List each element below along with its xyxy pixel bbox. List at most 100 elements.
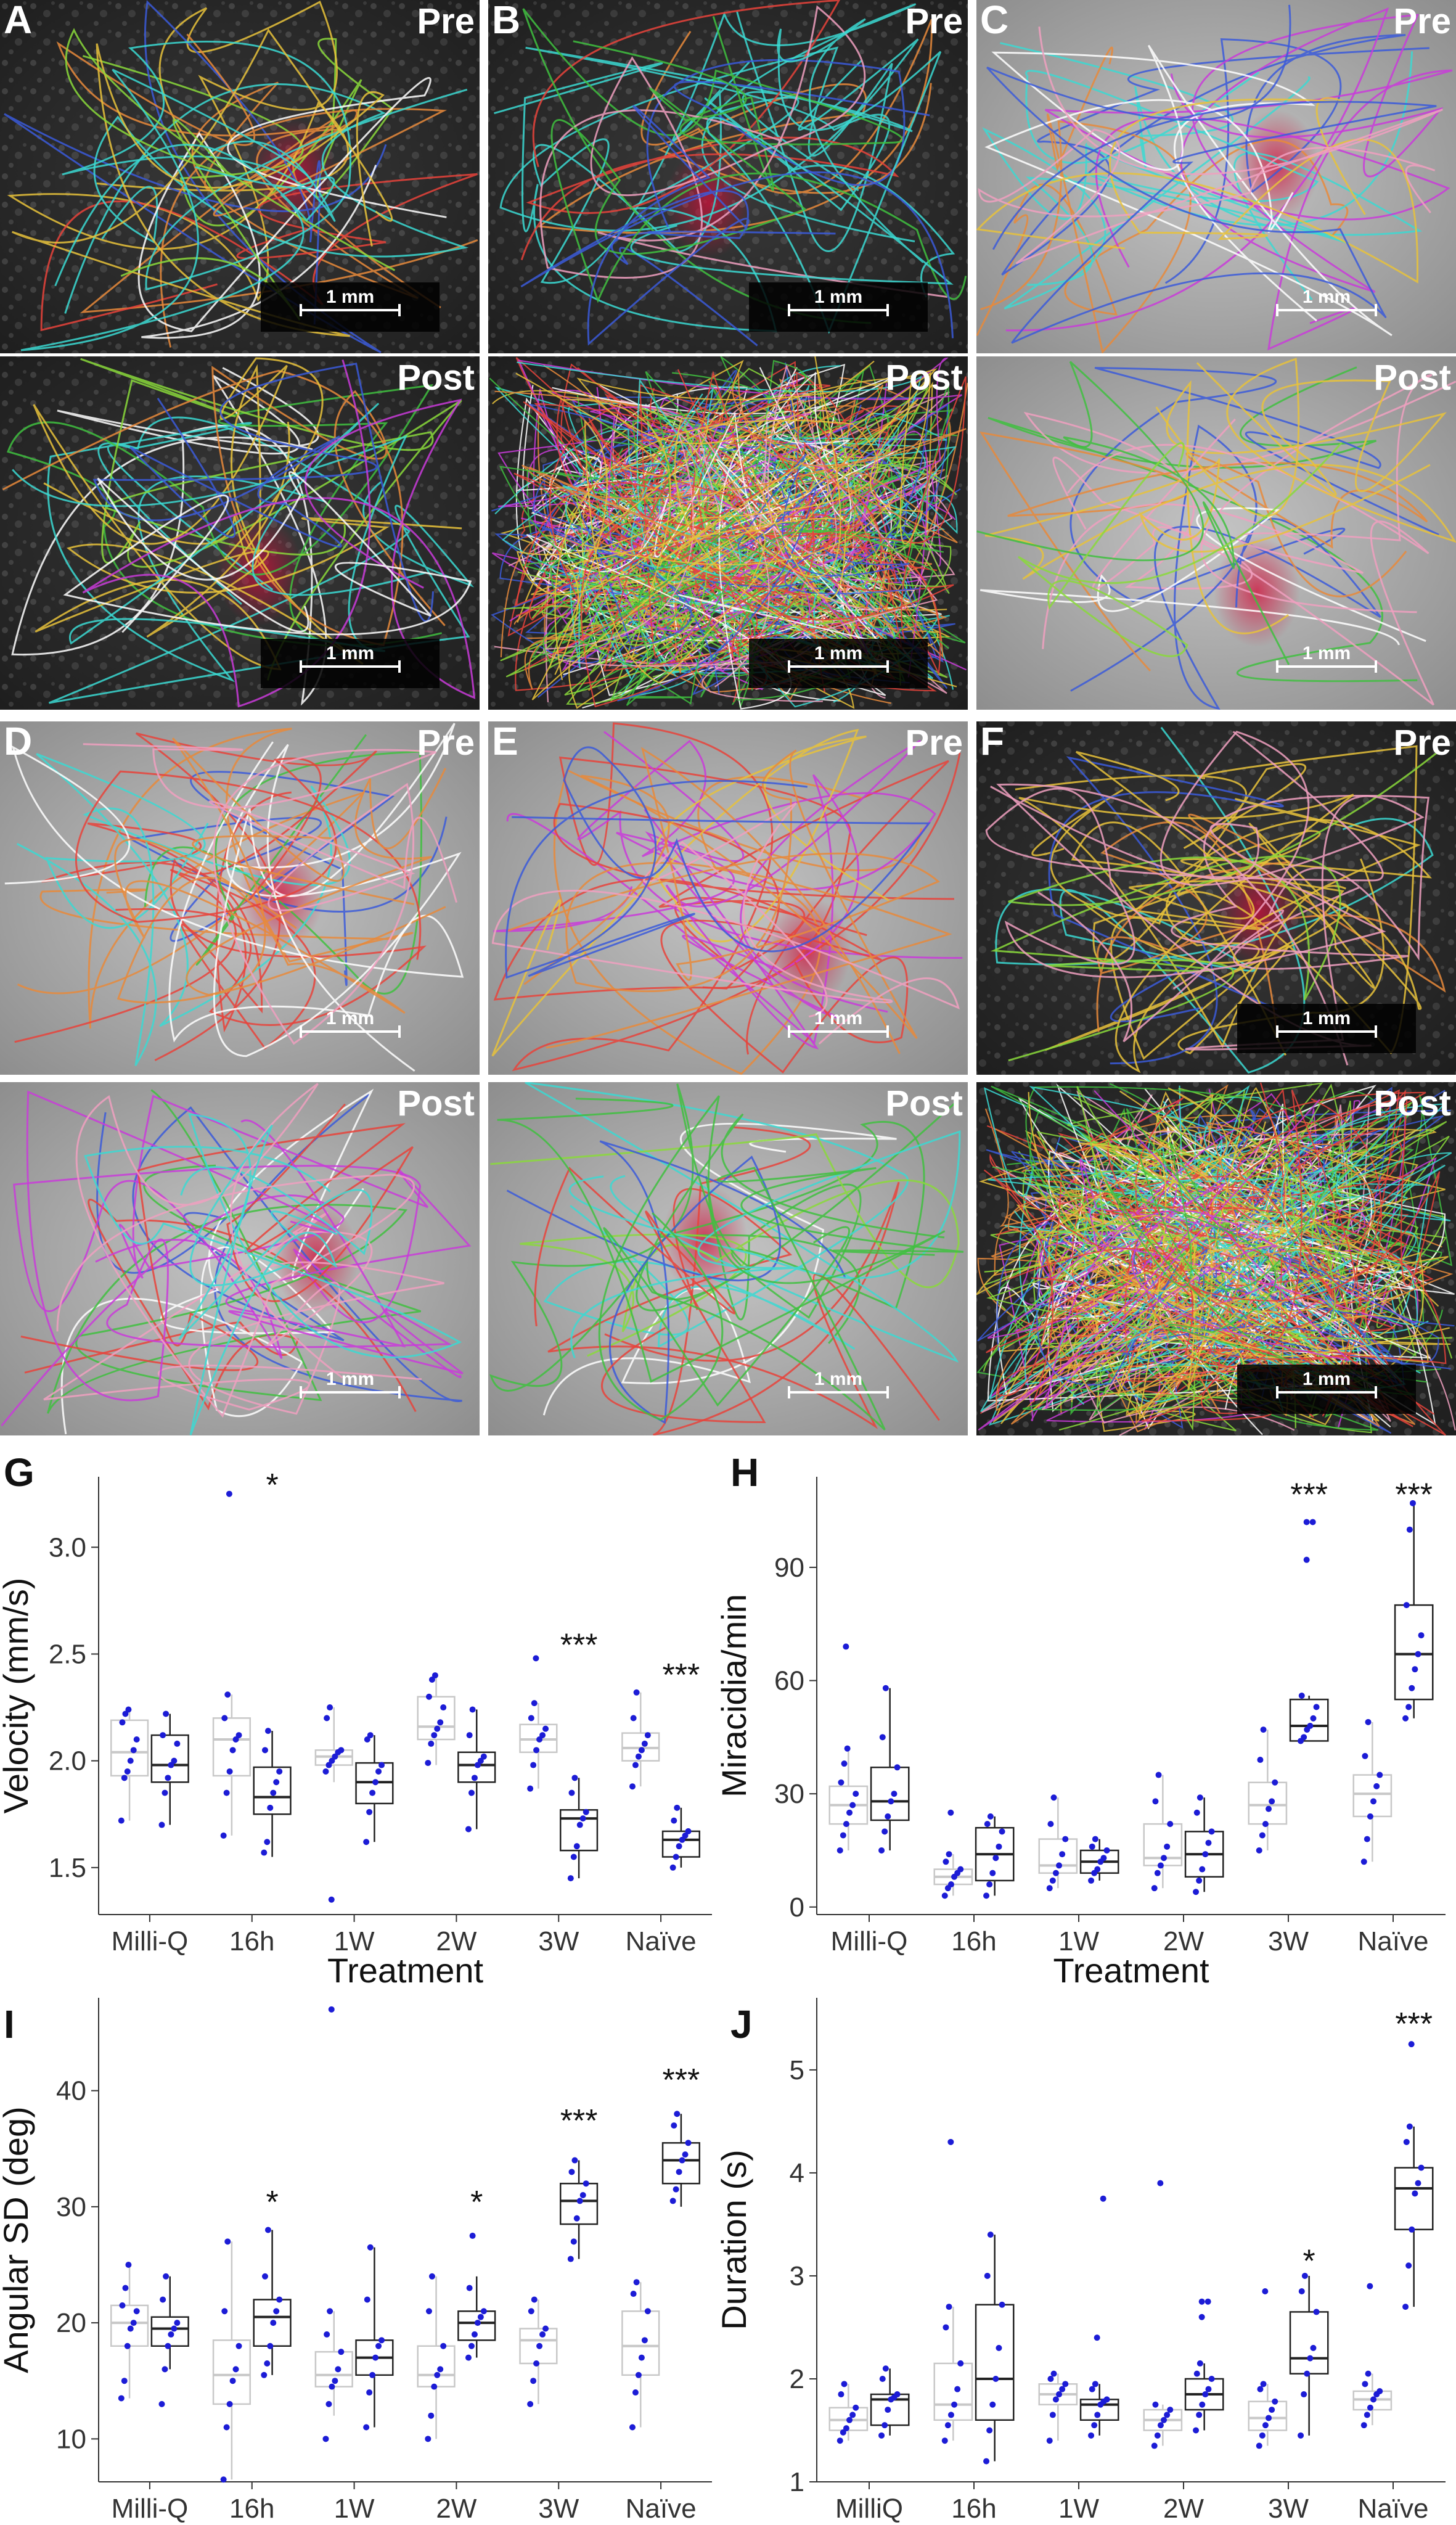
data-point [267,1804,274,1811]
data-point [477,1757,484,1764]
track-line [4,0,387,353]
data-point [1301,1734,1307,1741]
outlier-point [843,1643,849,1650]
box-pre-milliq [110,2261,149,2402]
data-point [679,1836,685,1843]
data-point [133,1736,140,1743]
data-point [431,1672,438,1679]
data-point [836,1847,843,1854]
data-point [171,1757,178,1764]
track-line [144,734,423,995]
data-point [425,2436,431,2442]
data-point [943,2324,949,2331]
x-tick-label: 3W [538,2494,579,2524]
data-point [372,1779,379,1786]
data-point [996,2344,1002,2351]
data-point [576,1821,583,1828]
track-line [506,1140,846,1424]
outlier-point [947,1809,954,1816]
data-point [364,1736,370,1743]
data-point [1152,1798,1159,1805]
data-point [984,1821,991,1828]
data-point [1092,2381,1098,2387]
outlier-point [1198,2314,1205,2320]
track-line [1042,374,1433,649]
y-tick-label: 20 [56,2308,86,2338]
data-point [669,2198,676,2204]
y-tick-label: 5 [790,2055,804,2085]
y-tick-label: 2 [790,2364,804,2394]
track-line [559,454,863,666]
data-point [1193,2370,1200,2377]
data-point [1199,2401,1206,2408]
track-line [992,1108,1415,1395]
data-point [579,1815,586,1822]
data-point [1103,2396,1110,2403]
data-point [1402,2304,1409,2310]
box-iqr [1289,1698,1329,1742]
track-line [20,1103,414,1371]
track-line [990,752,1438,1062]
data-point [477,2314,484,2320]
y-tick-label: 30 [56,2192,86,2222]
x-tick-label: Milli-Q [112,2494,189,2524]
significance-mark: *** [560,2103,598,2139]
box-iqr [1352,1774,1393,1818]
track-line [40,173,478,332]
box-pre-1w [1038,1794,1078,1892]
data-point [163,2273,170,2280]
data-point [633,2279,640,2286]
box-post-2w [1184,1794,1224,1895]
box-post-nave [661,1804,701,1871]
track-line [20,68,335,351]
data-point [568,1789,575,1796]
data-point [1050,1794,1057,1801]
data-point [673,2186,679,2193]
data-point [1094,1866,1101,1873]
data-point [119,1719,126,1726]
micrograph-grid: 1 mm Pre A 1 mm Post 1 mm Pre B 1 mm Post 1 mm Pre C… [0,0,1456,1435]
y-axis-title: Duration (s) [714,2149,753,2330]
track-line [213,723,462,1072]
track-line [75,757,422,960]
data-point [999,2301,1005,2308]
micrograph-e-pre: 1 mm Pre E [488,721,968,1075]
scale-bar-label: 1 mm [1303,643,1351,663]
data-point [273,1779,280,1786]
data-point [428,1677,435,1683]
data-point [1266,2415,1272,2421]
data-point [261,2371,268,2378]
data-point [428,2273,435,2280]
box-pre-16h [933,1809,973,1899]
data-point [843,1821,849,1828]
significance-mark: *** [1290,1477,1328,1513]
data-point [367,1732,374,1739]
track-line [11,367,327,706]
data-point [480,2308,487,2315]
data-point [127,2325,134,2332]
data-point [841,1760,848,1767]
data-point [162,2366,168,2373]
data-point [1151,1885,1158,1892]
data-point [1050,2370,1057,2377]
post-label: Post [1373,358,1451,398]
panel-letter: F [980,719,1004,763]
data-point [685,2140,692,2146]
data-point [987,2231,994,2238]
data-point [1367,2404,1373,2411]
data-point [570,1854,577,1860]
data-point [838,2391,845,2398]
data-point [1365,2370,1372,2377]
data-point [1154,2432,1161,2439]
box-iqr [417,1696,456,1741]
track-line [542,364,880,667]
data-point [986,2427,993,2434]
data-point [1307,1722,1314,1729]
data-point [329,1757,335,1764]
panel-letter: C [980,0,1008,42]
outlier-point [1367,2283,1373,2289]
track-line [56,1083,415,1418]
data-point [1406,1526,1413,1533]
data-point [160,2296,166,2303]
